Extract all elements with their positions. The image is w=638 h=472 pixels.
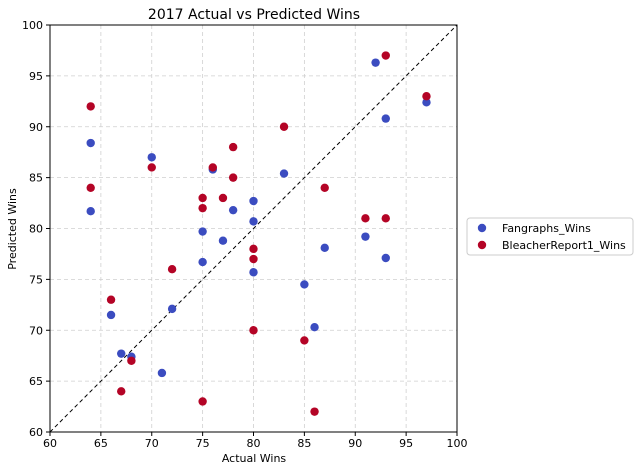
data-point [249, 326, 258, 335]
data-point [198, 203, 207, 213]
x-tick-label: 85 [297, 437, 311, 450]
data-point [218, 236, 228, 245]
data-point [167, 265, 177, 274]
y-tick-label: 65 [29, 375, 43, 388]
x-tick-label: 80 [247, 437, 261, 450]
data-point [279, 122, 289, 131]
legend-marker [477, 240, 487, 250]
data-point [381, 51, 390, 60]
legend-label: BleacherReport1_Wins [502, 239, 626, 252]
y-tick-label: 80 [29, 223, 43, 236]
x-tick-label: 95 [399, 437, 413, 450]
data-point [86, 138, 95, 148]
data-point [167, 304, 177, 314]
data-point [249, 217, 258, 226]
x-tick-label: 60 [43, 437, 57, 450]
series-Fangraphs_Wins [86, 58, 431, 378]
data-point [381, 253, 390, 263]
data-point [422, 92, 431, 101]
data-point [157, 368, 167, 378]
y-tick-label: 60 [29, 426, 43, 439]
data-point [310, 407, 319, 416]
data-point [249, 268, 258, 277]
data-point [106, 295, 116, 304]
chart-title: 2017 Actual vs Predicted Wins [148, 7, 360, 23]
data-point [106, 310, 116, 320]
x-tick-label: 90 [348, 437, 362, 450]
data-point [218, 193, 228, 203]
y-tick-label: 95 [29, 70, 43, 83]
data-point [228, 205, 238, 215]
data-point [147, 163, 156, 172]
data-point [300, 280, 309, 289]
data-point [86, 207, 95, 216]
data-point [249, 254, 258, 264]
y-tick-label: 85 [29, 172, 43, 185]
data-point [279, 169, 289, 178]
data-point [310, 322, 319, 332]
data-point [361, 214, 370, 223]
data-point [86, 102, 95, 111]
legend-label: Fangraphs_Wins [502, 222, 591, 235]
data-point [198, 227, 207, 236]
data-point [198, 193, 207, 203]
data-point [300, 336, 309, 345]
x-tick-label: 100 [447, 437, 468, 450]
data-point [361, 232, 370, 241]
x-tick-label: 75 [196, 437, 210, 450]
y-tick-label: 70 [29, 324, 43, 337]
data-point [381, 214, 390, 223]
data-point [198, 397, 207, 406]
legend-marker [477, 223, 487, 233]
x-tick-label: 70 [145, 437, 159, 450]
y-tick-label: 75 [29, 273, 43, 286]
y-axis-label: Predicted Wins [6, 188, 19, 270]
data-point [127, 356, 136, 365]
data-point [422, 98, 431, 107]
data-point [249, 244, 258, 254]
series-BleacherReport1_Wins [86, 51, 431, 416]
reference-diagonal-line [49, 24, 458, 433]
data-point [381, 114, 390, 123]
x-axis-ticks: 60 65 70 75 80 85 90 95 100 [43, 432, 468, 450]
data-points [86, 51, 431, 416]
data-point [320, 243, 329, 253]
data-point [198, 257, 207, 267]
legend-item: BleacherReport1_Wins [477, 239, 626, 252]
data-point [371, 58, 380, 67]
data-point [117, 349, 126, 358]
y-tick-label: 100 [22, 19, 43, 32]
legend: Fangraphs_Wins BleacherReport1_Wins [466, 217, 634, 256]
data-point [249, 196, 258, 206]
y-tick-label: 90 [29, 121, 43, 134]
data-point [86, 183, 95, 192]
data-point [147, 153, 156, 162]
data-point [117, 387, 126, 396]
data-point [320, 183, 329, 192]
x-axis-label: Actual Wins [222, 452, 287, 465]
y-axis-ticks: 60 65 70 75 80 85 90 95 100 [22, 19, 50, 439]
legend-box [466, 217, 634, 256]
x-tick-label: 65 [94, 437, 108, 450]
data-point [208, 163, 217, 172]
legend-item: Fangraphs_Wins [477, 222, 591, 235]
data-point [228, 173, 238, 182]
data-point [228, 142, 238, 152]
